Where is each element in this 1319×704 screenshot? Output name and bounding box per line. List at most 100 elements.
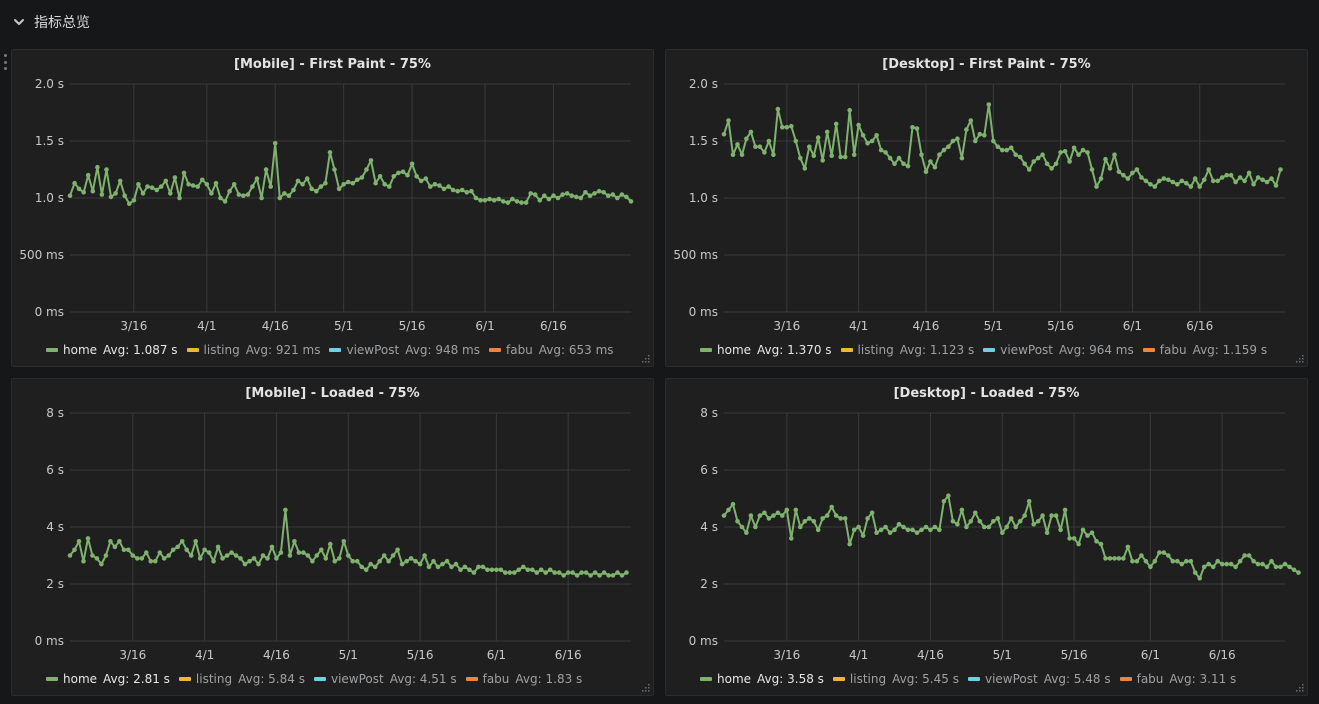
data-point [409, 161, 415, 167]
resize-handle-icon[interactable] [640, 353, 650, 363]
data-point [955, 521, 960, 527]
legend-name: viewPost [346, 343, 400, 357]
data-point [1206, 561, 1211, 567]
resize-handle-icon[interactable] [640, 682, 650, 692]
data-point [547, 567, 553, 573]
data-point [565, 570, 571, 575]
legend-swatch-icon [832, 677, 845, 681]
data-point [519, 200, 524, 205]
data-point [1143, 558, 1149, 564]
data-point [833, 121, 839, 127]
data-point [238, 556, 243, 561]
y-tick-label: 1.0 s [35, 191, 64, 205]
legend-swatch-icon [700, 677, 712, 681]
resize-handle-icon[interactable] [1294, 682, 1304, 692]
legend-item-viewPost[interactable]: viewPost Avg: 5.48 s [967, 672, 1111, 686]
x-tick-label: 3/16 [773, 319, 800, 333]
legend-item-fabu[interactable]: fabu Avg: 653 ms [488, 343, 614, 357]
legend-item-listing[interactable]: listing Avg: 5.45 s [832, 672, 959, 686]
data-point [1071, 536, 1077, 541]
data-point [1161, 176, 1167, 181]
data-point [1121, 556, 1126, 561]
data-point [959, 507, 965, 513]
data-point [414, 174, 419, 179]
data-point [780, 125, 785, 130]
data-point [771, 152, 776, 157]
data-point [1148, 564, 1153, 570]
data-point [1130, 170, 1135, 176]
data-point [1000, 530, 1005, 535]
legend-item-viewPost[interactable]: viewPost Avg: 948 ms [329, 343, 480, 357]
legend-item-listing[interactable]: listing Avg: 1.123 s [840, 343, 974, 357]
panel-desktop-first-paint[interactable]: [Desktop] - First Paint - 75% 0 ms 500 ms… [665, 49, 1308, 367]
panel-title[interactable]: [Mobile] - Loaded - 75% [245, 386, 420, 401]
legend-item-viewPost[interactable]: viewPost Avg: 964 ms [983, 343, 1134, 357]
data-point [1157, 178, 1162, 184]
legend-item-home[interactable]: home Avg: 2.81 s [46, 672, 170, 686]
data-point [793, 507, 799, 513]
data-point [72, 547, 77, 553]
legend-name: fabu [1136, 672, 1164, 686]
data-point [372, 564, 378, 570]
panel-title[interactable]: [Desktop] - Loaded - 75% [893, 386, 1080, 401]
data-point [959, 155, 965, 161]
data-point [507, 570, 513, 575]
data-point [1013, 524, 1018, 530]
data-point [784, 125, 790, 130]
data-point [1098, 541, 1104, 547]
panel-title[interactable]: [Mobile] - First Paint - 75% [234, 57, 431, 72]
data-point [1143, 178, 1149, 184]
data-point [206, 550, 212, 555]
data-point [610, 573, 616, 578]
panel-title[interactable]: [Desktop] - First Paint - 75% [882, 57, 1091, 72]
data-point [578, 195, 584, 201]
chevron-down-icon[interactable] [12, 15, 26, 29]
row-header[interactable]: 指标总览 [0, 0, 1319, 44]
data-point [446, 184, 451, 189]
legend-swatch-icon [46, 677, 58, 681]
data-point [350, 180, 356, 186]
legend-item-home[interactable]: home Avg: 3.58 s [700, 672, 824, 686]
data-point [337, 556, 342, 561]
chart-area[interactable]: 0 ms 500 ms 1.0 s 1.5 s 2.0 s 3/16 4/1 4/16 5/1 5… [666, 50, 1309, 368]
legend-item-fabu[interactable]: fabu Avg: 1.83 s [465, 672, 582, 686]
data-point [1148, 182, 1153, 187]
data-point [1184, 558, 1189, 564]
x-tick-label: 4/1 [197, 319, 216, 333]
chart-area[interactable]: 0 ms 2 s 4 s 6 s 8 s 3/16 4/1 4/16 5/1 5/16 6/1 6/1… [666, 379, 1309, 697]
y-tick-label: 1.5 s [689, 134, 718, 148]
resize-handle-icon[interactable] [1294, 353, 1304, 363]
panel-mobile-first-paint[interactable]: [Mobile] - First Paint - 75% 0 ms 500 ms 1… [11, 49, 654, 367]
data-point [291, 187, 296, 193]
data-point [464, 190, 470, 195]
legend-item-home[interactable]: home Avg: 1.370 s [700, 343, 832, 357]
panel-desktop-loaded[interactable]: [Desktop] - Loaded - 75% 0 ms 2 s 4 s 6 s 8 … [665, 378, 1308, 696]
data-point [179, 539, 185, 544]
legend-item-listing[interactable]: listing Avg: 5.84 s [178, 672, 305, 686]
data-point [1237, 175, 1243, 180]
data-point [1125, 176, 1131, 181]
data-point [395, 547, 400, 553]
data-point [950, 519, 956, 524]
legend-item-listing[interactable]: listing Avg: 921 ms [186, 343, 320, 357]
data-point [373, 180, 378, 186]
row-title: 指标总览 [34, 15, 90, 31]
legend-item-viewPost[interactable]: viewPost Avg: 4.51 s [313, 672, 457, 686]
chart-area[interactable]: 0 ms 500 ms 1.0 s 1.5 s 2.0 s 3/16 4/1 4/16 5/1 5… [12, 50, 655, 368]
data-point [892, 161, 897, 167]
data-point [215, 544, 221, 550]
panel-mobile-loaded[interactable]: [Mobile] - Loaded - 75% 0 ms 2 s 4 s 6 s 8 s… [11, 378, 654, 696]
data-point [117, 539, 122, 544]
legend-item-home[interactable]: home Avg: 1.087 s [46, 343, 178, 357]
data-point [405, 172, 410, 178]
legend-item-fabu[interactable]: fabu Avg: 3.11 s [1119, 672, 1236, 686]
row-drag-handle-icon[interactable] [3, 54, 7, 70]
data-point [628, 199, 634, 204]
data-point [744, 530, 749, 535]
legend-item-fabu[interactable]: fabu Avg: 1.159 s [1142, 343, 1267, 357]
data-point [423, 176, 429, 181]
y-tick-label: 2.0 s [35, 77, 64, 91]
data-point [579, 570, 584, 575]
chart-area[interactable]: 0 ms 2 s 4 s 6 s 8 s 3/16 4/1 4/16 5/1 5/16 6/1 6/1… [12, 379, 655, 697]
data-point [1287, 564, 1292, 570]
